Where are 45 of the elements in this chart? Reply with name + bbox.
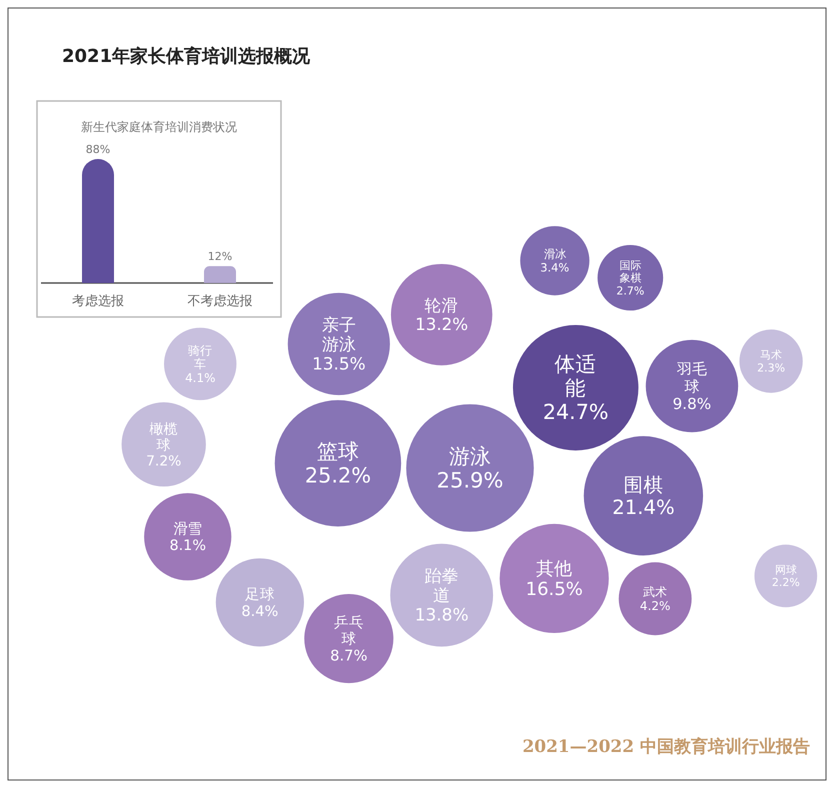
data-label: 9.8% [672,394,712,413]
category-label: 围棋 [623,473,664,496]
category-label: 乒乓球 [334,614,364,648]
data-label: 7.2% [146,453,182,470]
data-label: 16.5% [526,579,583,600]
x-tick-label: 不考虑选报 [188,294,252,309]
category-label: 骑行车 [188,343,212,372]
category-label: 羽毛球 [676,360,707,396]
category-label: 马术 [760,348,782,362]
category-label: 亲子游泳 [322,314,356,354]
data-label: 8.7% [330,648,368,665]
data-label: 25.9% [436,467,504,492]
data-label: 2.2% [772,576,800,590]
data-label: 2.7% [616,284,644,298]
text: 2021年家长体育培训选报概况 [62,45,312,67]
data-label: 25.2% [304,464,372,488]
chart-title: 新生代家庭体育培训消费状况 [81,120,237,134]
data-label: 13.5% [312,353,366,374]
data-label: 8.4% [241,604,278,620]
data-label: 4.1% [185,370,216,385]
data-label: 4.2% [640,598,670,613]
data-label: 2.3% [757,361,786,374]
category-label: 橄榄球 [150,421,178,454]
category-label: 滑冰 [544,247,566,262]
data-label: 8.1% [169,538,206,554]
data-label: 24.7% [542,400,609,424]
category-label: 体适能 [554,352,597,400]
data-label: 12% [208,250,232,264]
category-label: 网球 [774,563,797,576]
text: 2021—2022 中国教育培训行业报告 [522,736,810,757]
category-label: 跆拳道 [424,566,459,606]
data-label: 13.2% [415,314,468,334]
category-label: 武术 [643,585,668,600]
data-label: 3.4% [540,260,570,274]
category-label: 滑雪 [174,522,202,538]
category-label: 轮滑 [424,294,459,315]
data-label: 13.8% [414,606,469,626]
data-label: 88% [86,143,110,156]
data-label: 21.4% [612,496,675,520]
category-label: 其他 [536,558,572,580]
category-label: 篮球 [316,440,359,464]
x-tick-label: 考虑选报 [72,294,124,309]
category-label: 游泳 [449,443,491,468]
category-label: 国际象棋 [619,258,642,285]
category-label: 足球 [244,586,275,604]
